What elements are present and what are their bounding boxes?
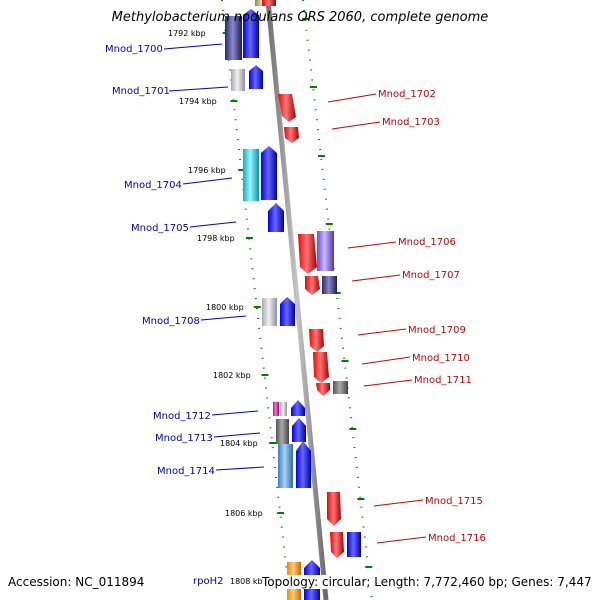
gene-label-mnod-1715[interactable]: Mnod_1715 [425, 496, 483, 507]
kbp-labels: 1792 kbp 1794 kbp 1796 kbp 1798 kbp 1800… [168, 29, 268, 586]
reverse-gene-glyphs [262, 0, 361, 558]
kbp-label: 1806 kbp [225, 509, 263, 518]
genome-backbone [265, 0, 329, 600]
forward-gene-labels: Mnod_1700 Mnod_1701 Mnod_1704 Mnod_1705 … [105, 44, 223, 587]
gene-label-rpoh2[interactable]: rpoH2 [193, 576, 223, 587]
gene-label-mnod-1710[interactable]: Mnod_1710 [412, 353, 470, 364]
reverse-gene-labels: Mnod_1702 Mnod_1703 Mnod_1706 Mnod_1707 … [378, 89, 486, 544]
gene-label-mnod-1707[interactable]: Mnod_1707 [402, 270, 460, 281]
forward-gene-glyphs [225, 0, 320, 600]
gene-label-mnod-1711[interactable]: Mnod_1711 [414, 375, 472, 386]
label-connectors [163, 43, 427, 544]
kbp-label: 1802 kbp [213, 371, 251, 380]
topology-info: Topology: circular; Length: 7,772,460 bp… [262, 575, 592, 589]
gene-label-mnod-1705[interactable]: Mnod_1705 [131, 223, 189, 234]
gene-label-mnod-1706[interactable]: Mnod_1706 [398, 237, 456, 248]
kbp-label: 1800 kbp [206, 303, 244, 312]
kbp-label: 1794 kbp [179, 97, 217, 106]
kbp-label: 1804 kbp [220, 439, 258, 448]
accession-info: Accession: NC_011894 [8, 575, 145, 589]
gene-label-mnod-1712[interactable]: Mnod_1712 [153, 411, 211, 422]
gene-label-mnod-1708[interactable]: Mnod_1708 [142, 316, 200, 327]
gene-label-mnod-1701[interactable]: Mnod_1701 [112, 86, 170, 97]
kbp-label: 1808 kbp [230, 577, 268, 586]
gene-label-mnod-1716[interactable]: Mnod_1716 [428, 533, 486, 544]
kbp-label: 1792 kbp [168, 29, 206, 38]
gene-label-mnod-1714[interactable]: Mnod_1714 [157, 466, 215, 477]
gene-label-mnod-1703[interactable]: Mnod_1703 [382, 117, 440, 128]
gene-label-mnod-1700[interactable]: Mnod_1700 [105, 44, 163, 55]
map-title: Methylobacterium nodulans ORS 2060, comp… [111, 10, 489, 25]
gene-label-mnod-1704[interactable]: Mnod_1704 [124, 180, 182, 191]
kbp-label: 1798 kbp [197, 234, 235, 243]
right-track-guide [302, 0, 373, 600]
kbp-label: 1796 kbp [188, 166, 226, 175]
gene-label-mnod-1713[interactable]: Mnod_1713 [155, 433, 213, 444]
gene-label-mnod-1709[interactable]: Mnod_1709 [408, 325, 466, 336]
gene-label-mnod-1702[interactable]: Mnod_1702 [378, 89, 436, 100]
